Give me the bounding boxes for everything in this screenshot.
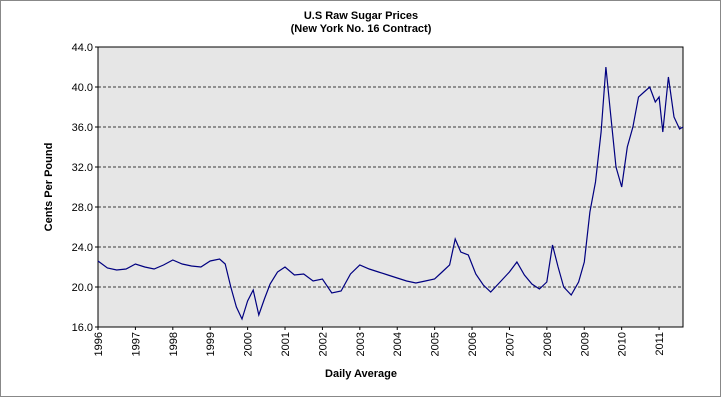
y-tick-label: 36.0 [72,122,93,134]
x-tick-label: 2009 [579,332,591,356]
x-tick-label: 1999 [205,332,217,356]
x-axis-label: Daily Average [325,368,397,380]
x-tick-label: 2002 [317,332,329,356]
x-tick-label: 2003 [355,332,367,356]
y-axis-label: Cents Per Pound [43,143,55,232]
chart-title: U.S Raw Sugar Prices [304,10,418,22]
x-tick-label: 2005 [430,332,442,356]
x-tick-label: 2000 [243,332,255,356]
plot-area [97,46,684,328]
x-tick-label: 2001 [280,332,292,356]
y-tick-label: 24.0 [72,242,93,254]
x-tick-label: 2004 [392,332,404,356]
x-tick-label: 1996 [93,332,105,356]
x-tick-label: 2007 [504,332,516,356]
x-tick-label: 1998 [168,332,180,356]
y-tick-label: 44.0 [72,42,93,54]
x-tick-label: 2010 [617,332,629,356]
chart-subtitle: (New York No. 16 Contract) [291,23,432,35]
price-line [97,66,684,321]
x-tick-label: 1997 [130,332,142,356]
y-tick-label: 20.0 [72,282,93,294]
y-tick-label: 16.0 [72,322,93,334]
y-tick-label: 28.0 [72,202,93,214]
x-tick-label: 2011 [654,332,666,356]
x-tick-label: 2006 [467,332,479,356]
y-tick-label: 32.0 [72,162,93,174]
y-tick-label: 40.0 [72,82,93,94]
x-tick-label: 2008 [542,332,554,356]
